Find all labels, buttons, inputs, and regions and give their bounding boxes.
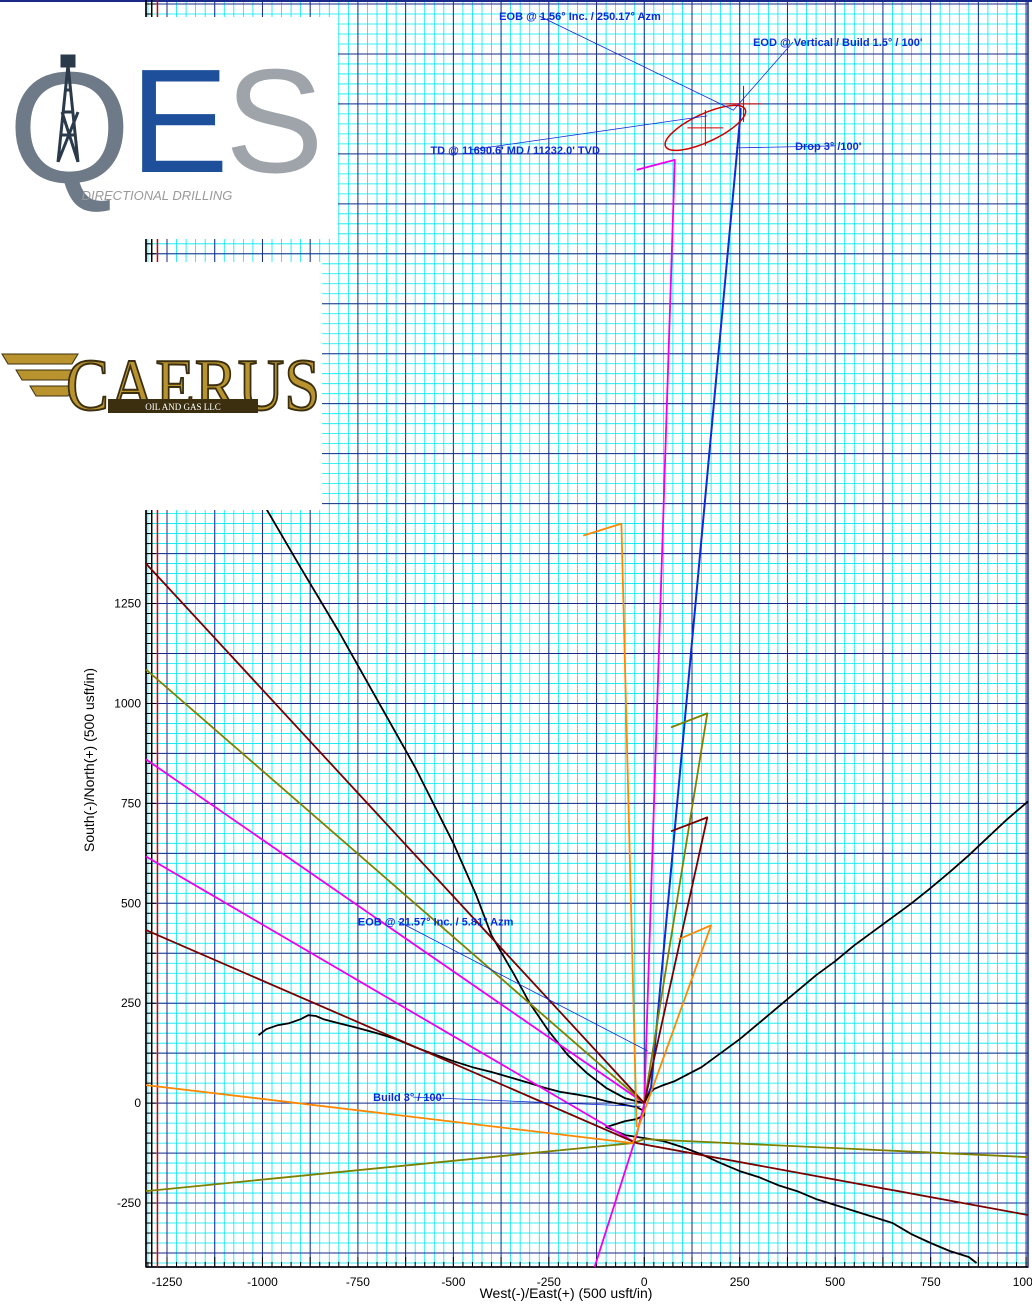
annotations: EOB @ 1.56° Inc. / 250.17° Azm EOD @ Vert… <box>358 11 923 1107</box>
qes-logo-letter-s: S <box>225 39 324 204</box>
qes-logo-letter-e: E <box>130 39 229 204</box>
x-tick-label: -250 <box>537 1275 561 1289</box>
annotation-leader-6 <box>413 1096 641 1107</box>
annotation-label-4: Drop 3° /100' <box>795 141 862 153</box>
annotation-leader-1 <box>539 15 734 111</box>
series-line-13 <box>145 929 1029 1216</box>
caerus-logo-subtitle: OIL AND GAS LLC <box>145 402 220 412</box>
y-tick-label: 1250 <box>114 597 141 611</box>
annotation-label-1: EOB @ 1.56° Inc. / 250.17° Azm <box>499 11 661 23</box>
x-tick-label: 500 <box>825 1275 845 1289</box>
target-ellipse <box>664 104 747 152</box>
y-tick-label: 750 <box>121 796 141 810</box>
y-tick-label: 500 <box>121 896 141 910</box>
series-line-2 <box>258 1014 646 1122</box>
y-tick-label: -250 <box>117 1196 141 1210</box>
series-line-10 <box>145 1138 1029 1192</box>
y-tick-label: 250 <box>121 996 141 1010</box>
caerus-logo-name: CAERUS <box>66 345 320 427</box>
series-line-11 <box>643 712 709 1104</box>
series-line-15 <box>145 1084 633 1144</box>
x-tick-label: 250 <box>730 1275 750 1289</box>
annotation-label-2: EOD @ Vertical / Build 1.5° / 100' <box>753 37 923 49</box>
series-line-17 <box>631 924 712 1144</box>
series-line-6 <box>145 758 645 1104</box>
annotation-label-5: EOB @ 21.57° Inc. / 5.81° Azm <box>358 916 514 928</box>
data-series <box>145 107 1029 1268</box>
x-tick-label: -1250 <box>152 1275 183 1289</box>
caerus-logo: CAERUS OIL AND GAS LLC <box>0 262 322 510</box>
x-tick-label: 750 <box>921 1275 941 1289</box>
series-line-16 <box>582 522 638 1128</box>
annotation-leader-5 <box>397 920 649 1052</box>
series-line-14 <box>643 816 709 1104</box>
annotation-leader-2 <box>732 41 794 111</box>
qes-logo: Q E S DIRECTIONAL DRILLING <box>0 17 338 239</box>
annotation-leader-3 <box>470 115 708 151</box>
series-line-3 <box>257 495 645 1104</box>
x-tick-label: -1000 <box>247 1275 278 1289</box>
oil-rig-icon <box>56 54 80 163</box>
series-line-7 <box>145 855 634 1142</box>
x-tick-label: 1000 <box>1013 1275 1032 1289</box>
qes-logo-subtitle: DIRECTIONAL DRILLING <box>82 188 233 203</box>
x-tick-label: 0 <box>641 1275 648 1289</box>
series-line-9 <box>145 668 645 1104</box>
y-axis-label: South(-)/North(+) (500 usft/in) <box>81 668 97 852</box>
annotation-leader-4 <box>735 145 836 149</box>
x-tick-label: -750 <box>346 1275 370 1289</box>
wing-icon <box>1 353 79 397</box>
series-line-4 <box>643 800 1029 1104</box>
y-tick-label: 1000 <box>114 696 141 710</box>
series-line-5 <box>605 1120 978 1264</box>
annotation-label-6: Build 3° / 100' <box>373 1092 445 1104</box>
x-tick-label: -500 <box>441 1275 465 1289</box>
annotation-label-3: TD @ 11690.6' MD / 11232.0' TVD <box>430 145 599 157</box>
x-axis-label: West(-)/East(+) (500 usft/in) <box>480 1285 653 1301</box>
series-line-12 <box>145 562 645 1104</box>
y-tick-label: 0 <box>134 1096 141 1110</box>
